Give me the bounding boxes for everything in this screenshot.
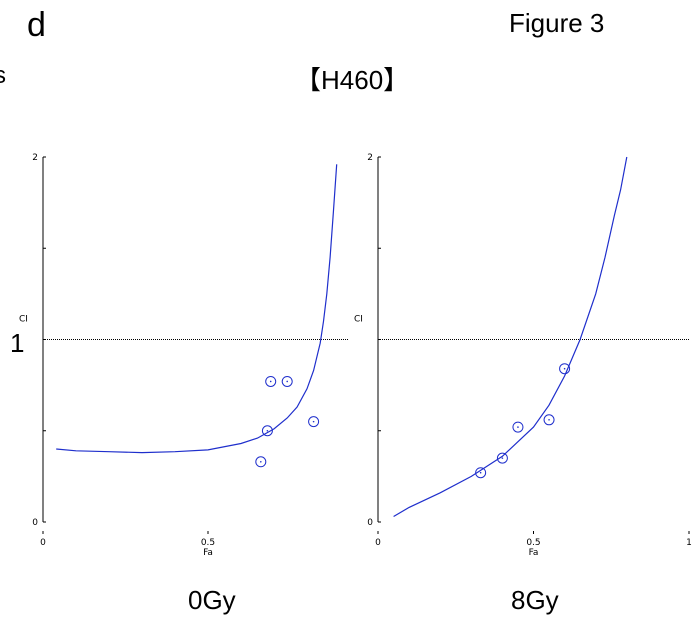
panel-1-data-point: [261, 425, 273, 437]
panel-2-data-point-center: [548, 419, 550, 421]
panel-2-data-point: [496, 452, 508, 464]
panel-1-data-point: [265, 375, 277, 387]
panel-2-x-axis-label: Fa: [529, 548, 539, 558]
panel-2-data-point-center: [517, 426, 519, 428]
panel-1-x-tick-label: 0: [40, 538, 46, 548]
panel-1-y-tick-label: 2: [32, 153, 38, 163]
panel-2-data-point-center: [479, 471, 482, 474]
panel-letter: d: [27, 6, 46, 44]
panel-2-x-tick-label: 0: [375, 538, 381, 548]
panel-2-x-tick-label: 1: [686, 538, 692, 548]
panel-2-y-tick-label: 0: [367, 518, 373, 528]
panel-1-fit-curve: [56, 164, 338, 454]
cell-line-label: 【H460】: [295, 65, 410, 95]
panel-2-data-point: [559, 363, 571, 375]
panel-2-plot: 0 2 0 0.5 1 Fa CI: [354, 153, 692, 558]
panel-1-y-tick-label: 0: [32, 518, 38, 528]
panel-1-data-point-center: [312, 420, 315, 423]
panel-2-y-axis-label: CI: [354, 314, 363, 324]
panel-1-data-point-center: [286, 380, 289, 383]
panel-1-data-point: [308, 416, 320, 428]
panel-1-x-axis-label: Fa: [203, 548, 213, 558]
panel-2-data-point: [475, 467, 487, 479]
panel-2-data-point-center: [501, 457, 504, 459]
panel-1-data-point-center: [260, 460, 262, 463]
panel-2-y-tick-label: 2: [367, 153, 373, 163]
panel-1-data-point-center: [269, 380, 272, 383]
panel-1-data-point-center: [266, 429, 269, 432]
panel-1-y-axis-label: CI: [19, 314, 28, 324]
panel-1-data-point: [281, 375, 293, 387]
edge-fragment: s: [0, 62, 6, 89]
panel-2-data-point: [543, 414, 555, 426]
dose-label-0gy: 0Gy: [188, 585, 236, 615]
reference-line-label: 1: [10, 328, 25, 358]
panel-1-plot: 0 2 0 0.5Fa CI: [19, 153, 348, 558]
dose-label-8gy: 8Gy: [511, 585, 559, 615]
panel-1-data-point: [255, 456, 267, 468]
panel-2-fit-curve: [393, 156, 628, 518]
panel-2-data-point: [512, 421, 524, 433]
figure-label: Figure 3: [509, 8, 605, 38]
panel-1-x-tick-label: 0.5: [201, 538, 215, 548]
panel-2-data-point-center: [563, 367, 566, 370]
panel-2-x-tick-label: 0.5: [526, 538, 540, 548]
